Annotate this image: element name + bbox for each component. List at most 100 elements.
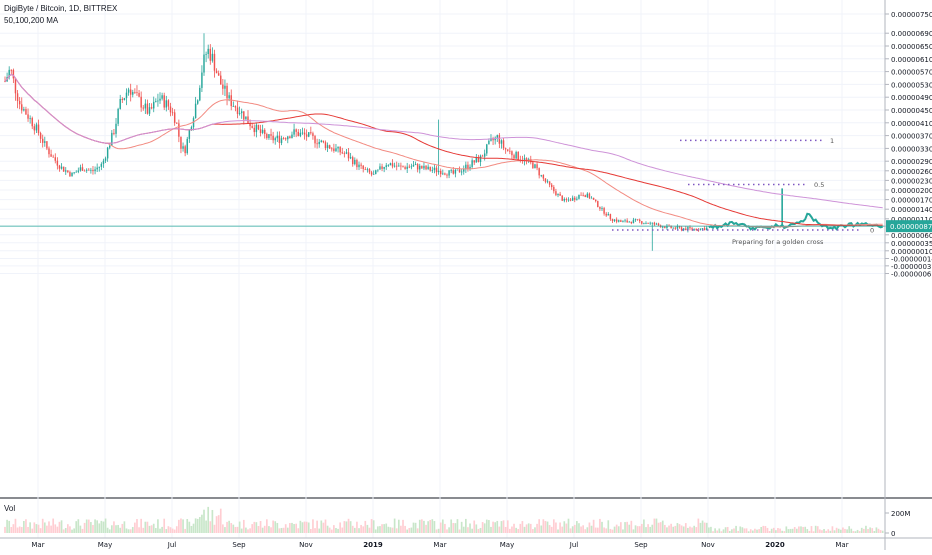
candle-body [532,162,534,169]
volume-bar [134,522,136,533]
volume-bar [358,528,360,533]
volume-bar [81,528,84,533]
volume-bar [624,522,626,533]
candle-body [333,148,335,151]
candle-body [387,165,390,167]
candle-body [605,213,607,216]
candle-body [215,70,218,74]
candle-body [132,92,134,95]
candle-body [305,134,308,137]
volume-bar [852,531,855,533]
candle-body [278,135,281,144]
volume-bar [777,527,779,533]
volume-bar [366,524,369,533]
time-axis[interactable]: Mar May Jul Sep Nov 2019 Mar May Jul Sep Nov 2020 Ma… [0,537,932,549]
volume-bar [764,526,767,533]
volume-bar [858,531,861,533]
volume-bar [83,522,86,533]
volume-bar [209,521,212,533]
volume-bar [877,528,880,533]
volume-bar [404,525,406,533]
volume-bar [196,518,199,533]
candle-body [682,228,685,231]
price-tick-label: -0.00000037 [891,263,932,271]
candle-body [299,132,302,137]
volume-bar [389,527,392,533]
volume-bar [613,526,616,533]
candle-body [282,138,285,140]
volume-bar [643,519,645,533]
candle-body [134,92,136,93]
volume-bar [429,519,432,533]
volume-bar [500,521,503,533]
candle-body [362,165,364,170]
candle-body [622,221,624,222]
candle-body [203,54,205,73]
candle-body [136,92,138,93]
candle-body [515,152,517,159]
candle-body [502,140,505,149]
volume-bar [783,531,786,533]
candle-body [289,136,291,139]
volume-bar [856,529,859,533]
volume-bar [372,520,375,533]
volume-bar [542,519,545,533]
volume-bar [567,518,570,533]
volume-bar [603,527,605,533]
volume-bar [590,525,593,533]
volume-bar [565,523,568,533]
candle-body [467,164,469,169]
candle-body [613,219,616,221]
time-tick-label: Jul [167,541,177,549]
candle-body [483,153,486,157]
candle-body [148,107,151,114]
chart-title: DigiByte / Bitcoin, 1D, BITTREX [4,4,118,13]
volume-bar [789,528,792,533]
candle-body [431,169,434,171]
candle-body [280,138,283,144]
volume-bar [215,516,218,533]
volume-bar [98,523,101,533]
volume-bar [125,528,128,533]
volume-bar [94,519,96,533]
volume-bar [580,526,582,533]
candle-body [655,223,658,225]
volume-bar [85,519,88,533]
candle-body [429,166,431,171]
volume-bar [341,527,344,533]
volume-bar [226,521,228,533]
candle-body [582,194,584,196]
volume-bar [60,520,63,533]
candle-body [546,181,549,183]
volume-bar [483,523,486,533]
volume-bar [844,528,846,533]
price-tick-label: -0.00000014 [891,255,932,263]
candle-body [207,48,209,55]
volume-bar [257,525,260,533]
volume-bar [207,506,210,533]
volume-bar [54,524,57,533]
volume-bar [605,528,608,533]
candle-body [548,181,551,185]
volume-bar [768,531,771,533]
volume-bar [632,529,635,533]
volume-bar [106,527,109,533]
price-tick-label: 0.00000110 [891,216,932,224]
volume-bar [186,519,189,533]
volume-bar [657,522,660,533]
candle-body [678,226,681,228]
volume-bar [448,527,450,533]
volume-bar [368,527,371,533]
volume-bar [490,526,492,533]
volume-bar [494,522,497,533]
volume-bar [611,529,614,533]
price-axis[interactable]: 0.00000750 0.00000690 0.00000650 0.00000610… [884,0,932,550]
volume-bar [848,526,851,533]
volume-bar [320,520,323,533]
candle-body [517,152,519,160]
candle-body [542,174,545,179]
volume-bar [850,528,853,533]
candle-body [152,101,155,109]
